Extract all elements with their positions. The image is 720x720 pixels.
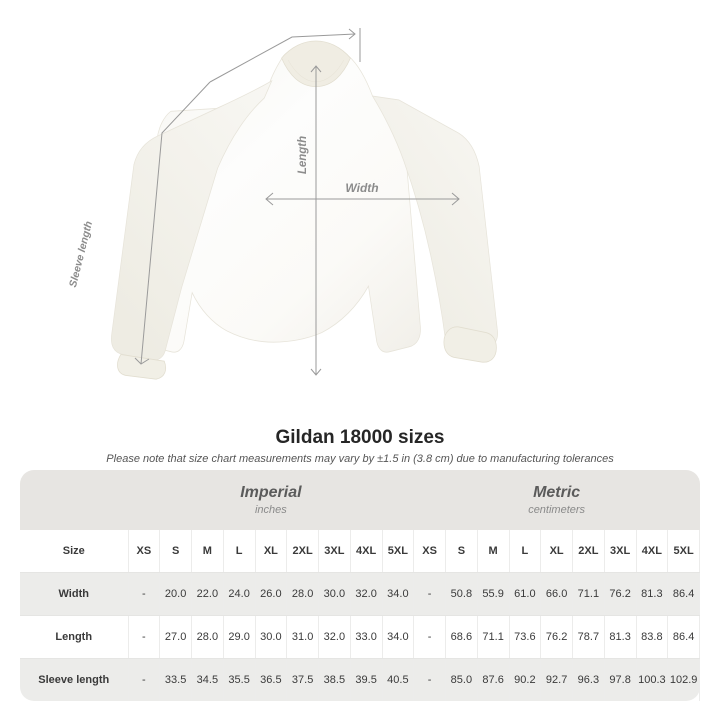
svg-text:Width: Width (345, 181, 378, 195)
svg-text:Sleeve length: Sleeve length (67, 220, 95, 289)
svg-text:Length: Length (297, 136, 309, 174)
